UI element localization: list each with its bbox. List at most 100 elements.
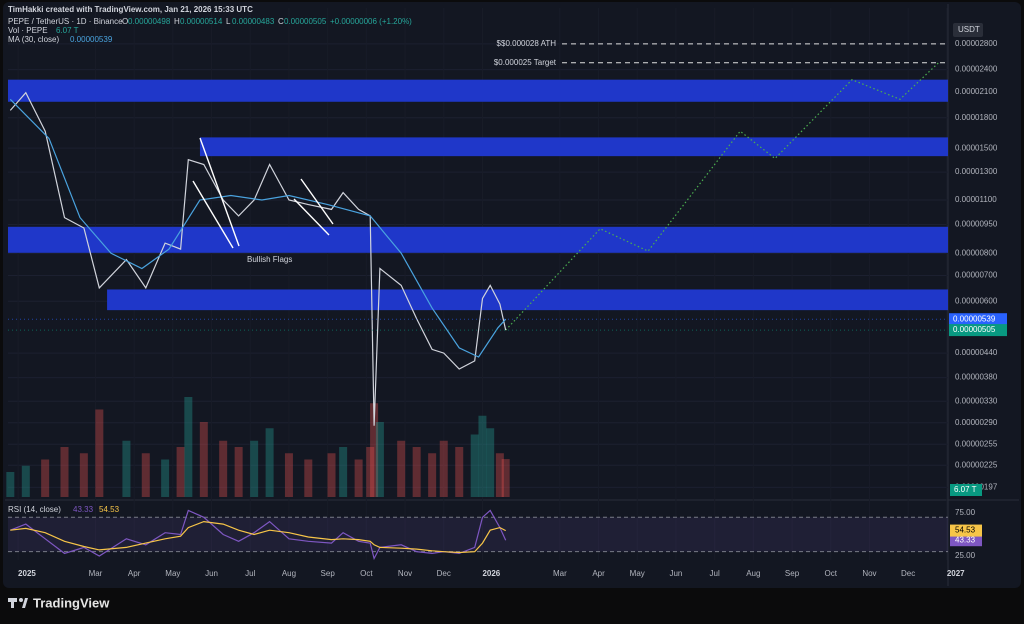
y-tick-label: 0.00002400 xyxy=(955,65,998,74)
zone xyxy=(199,137,949,157)
volume-bar xyxy=(455,447,464,497)
logo-part xyxy=(11,598,14,608)
ohlc: O 0.00000498 H 0.00000514 L 0.00000483 C 0.0000… xyxy=(122,17,327,26)
volume-bar xyxy=(327,453,336,497)
price-line xyxy=(9,91,507,426)
volume-bar xyxy=(428,453,437,497)
x-tick-label: Jun xyxy=(205,569,218,578)
y-tick-label: 0.00001800 xyxy=(955,113,998,122)
volume-bar xyxy=(21,465,30,497)
volume-bar xyxy=(370,403,379,497)
ma-line xyxy=(9,98,507,358)
price-tag xyxy=(949,324,1007,337)
x-tick-label: 2026 xyxy=(482,569,500,578)
y-tick-label: 0.00000600 xyxy=(955,296,998,305)
x-tick-label: Dec xyxy=(437,569,451,578)
x-tick-label: 2025 xyxy=(18,569,36,578)
currency: USDT xyxy=(958,25,980,34)
price-tag xyxy=(949,313,1007,326)
price-tag-label: 0.00000505 xyxy=(953,325,996,334)
y-tick-label: 0.00000290 xyxy=(955,418,998,427)
x-tick-label: Dec xyxy=(901,569,915,578)
currency-box xyxy=(953,23,983,37)
y-tick-label: 0.00000330 xyxy=(955,396,998,405)
zone xyxy=(8,79,948,102)
x-tick-label: Nov xyxy=(398,569,412,578)
volume-bar xyxy=(176,447,185,497)
y-tick-label: 0.00001300 xyxy=(955,167,998,176)
logo-part xyxy=(22,598,28,608)
volume-bar xyxy=(234,447,243,497)
y-tick-label: 0.00000700 xyxy=(955,271,998,280)
volume-bar xyxy=(470,434,479,497)
x-tick-label: Aug xyxy=(282,569,296,578)
volume-bar xyxy=(41,459,50,497)
change: +0.00000006 (+1.20%) xyxy=(330,17,412,26)
volume-bar xyxy=(6,472,15,497)
x-tick-label: Jun xyxy=(669,569,682,578)
ma-name: MA (30, close) xyxy=(8,35,59,44)
logo-part xyxy=(19,598,23,602)
x-tick-label: May xyxy=(630,569,645,578)
volume-name: Vol · PEPE xyxy=(8,26,48,35)
volume-bar xyxy=(354,459,363,497)
y-tick-label: 0.00000380 xyxy=(955,373,998,382)
brand-logo xyxy=(8,598,28,608)
y-tick-label: 0.00001100 xyxy=(955,195,997,204)
x-tick-label: Apr xyxy=(128,569,141,578)
ohlc-value: 0.00000498 xyxy=(128,17,171,26)
ohlc-value: 0.00000505 xyxy=(284,17,327,26)
x-tick-label: Mar xyxy=(553,569,567,578)
x-tick-label: Oct xyxy=(360,569,373,578)
zone xyxy=(107,289,948,311)
x-tick-label: Oct xyxy=(825,569,838,578)
x-tick-label: Mar xyxy=(89,569,103,578)
volume-bar xyxy=(439,440,448,497)
y-tick-label: 0.00000225 xyxy=(955,460,998,469)
x-tick-label: Aug xyxy=(746,569,760,578)
rsi-ma-value: 54.53 xyxy=(99,505,120,514)
volume-bar xyxy=(366,447,375,497)
volume-bar xyxy=(199,422,208,497)
rsi-value: 43.33 xyxy=(73,505,94,514)
volume-tag xyxy=(950,484,982,496)
projection xyxy=(505,61,941,331)
volume-bar xyxy=(501,459,510,497)
volume-bar xyxy=(478,415,487,497)
volume-bar xyxy=(375,422,384,497)
flag-line xyxy=(300,178,334,225)
y-tick-label: 0.00002100 xyxy=(955,87,998,96)
rsi-tag-label: 54.53 xyxy=(955,526,976,535)
volume-bar xyxy=(284,453,293,497)
volume-bar xyxy=(161,459,170,497)
credit: TimHakki created with TradingView.com, J… xyxy=(8,5,253,14)
x-tick-label: Nov xyxy=(862,569,876,578)
y-tick-label: 0.00000255 xyxy=(955,439,998,448)
volume-bar xyxy=(219,440,228,497)
symbol: PEPE / TetherUS · 1D · Binance xyxy=(8,17,123,26)
x-tick-label: May xyxy=(165,569,180,578)
x-tick-label: 2027 xyxy=(947,569,965,578)
ma-value: 0.00000539 xyxy=(70,35,113,44)
ohlc-key: C xyxy=(278,17,284,26)
flag-line xyxy=(199,137,240,247)
y-tick-label: 0.00000950 xyxy=(955,220,998,229)
volume-bar xyxy=(397,440,406,497)
volume-bar xyxy=(122,440,131,497)
x-tick-label: Sep xyxy=(785,569,800,578)
price-tag-label: 0.00000539 xyxy=(953,314,996,323)
rsi-tick-label: 25.00 xyxy=(955,551,976,560)
volume-bar xyxy=(95,409,104,497)
y-tick-label: 0.00000440 xyxy=(955,348,998,357)
rsi-tick-label: 75.00 xyxy=(955,508,976,517)
rsi-name: RSI (14, close) xyxy=(8,505,61,514)
volume-bar xyxy=(250,440,259,497)
volume-bar xyxy=(495,453,504,497)
volume-bar xyxy=(79,453,88,497)
volume-bar xyxy=(141,453,150,497)
x-tick-label: Jul xyxy=(710,569,720,578)
level-label: $0.000025 Target xyxy=(494,58,557,67)
rsi-tag xyxy=(950,524,982,537)
